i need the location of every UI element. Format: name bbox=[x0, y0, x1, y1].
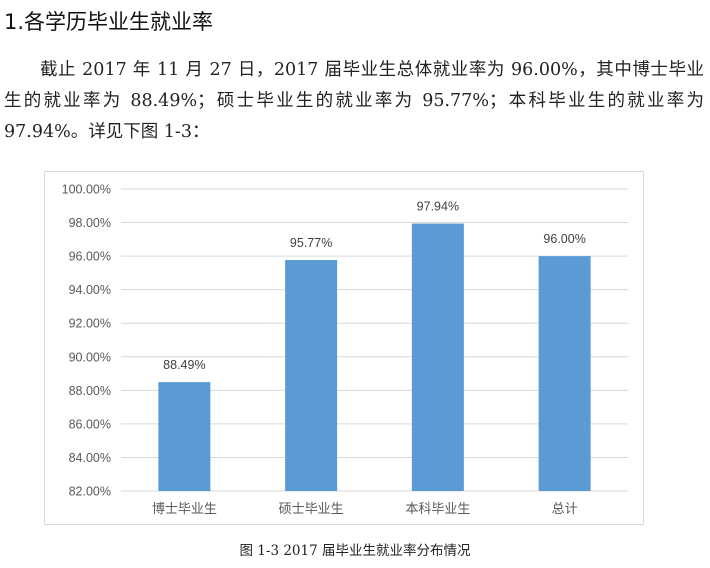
summary-paragraph: 截止 2017 年 11 月 27 日，2017 届毕业生总体就业率为 96.0… bbox=[4, 60, 704, 142]
bar bbox=[285, 259, 338, 491]
bar bbox=[538, 256, 591, 491]
y-tick-label: 90.00% bbox=[69, 350, 111, 364]
x-tick-label: 本科毕业生 bbox=[405, 502, 470, 517]
bar bbox=[411, 223, 464, 491]
data-label: 95.77% bbox=[290, 236, 332, 250]
y-tick-label: 96.00% bbox=[69, 250, 111, 264]
y-tick-label: 84.00% bbox=[69, 451, 111, 465]
section-heading: 1.各学历毕业生就业率 bbox=[4, 10, 214, 34]
x-tick-label: 总计 bbox=[552, 502, 578, 517]
y-tick-label: 82.00% bbox=[69, 485, 111, 499]
y-tick-label: 88.00% bbox=[69, 384, 111, 398]
employment-rate-bar-chart: 82.00% 84.00% 86.00% 88.00% 90.00% 92.00% 94.0… bbox=[62, 183, 628, 517]
y-tick-label: 86.00% bbox=[69, 417, 111, 431]
y-tick-label: 100.00% bbox=[62, 183, 111, 197]
y-tick-label: 92.00% bbox=[69, 317, 111, 331]
data-label: 96.00% bbox=[543, 232, 585, 246]
data-label: 88.49% bbox=[163, 358, 205, 372]
y-tick-label: 94.00% bbox=[69, 283, 111, 297]
y-tick-label: 98.00% bbox=[69, 216, 111, 230]
x-tick-label: 博士毕业生 bbox=[152, 502, 217, 517]
x-tick-label: 硕士毕业生 bbox=[279, 502, 344, 517]
bar bbox=[158, 382, 211, 491]
data-label: 97.94% bbox=[417, 200, 459, 214]
figure-caption: 图 1-3 2017 届毕业生就业率分布情况 bbox=[239, 543, 471, 559]
